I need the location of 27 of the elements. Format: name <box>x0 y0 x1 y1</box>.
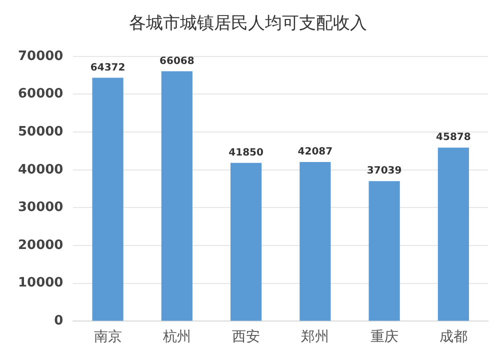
x-tick-label: 成都 <box>439 329 468 346</box>
x-tick-label: 杭州 <box>162 329 191 346</box>
y-tick-label: 20000 <box>18 238 64 253</box>
bar <box>161 71 192 321</box>
data-label: 66068 <box>160 56 194 67</box>
y-tick-label: 40000 <box>18 162 64 178</box>
chart-title: 各城市城镇居民人均可支配收入 <box>129 14 367 34</box>
x-tick-label: 西安 <box>232 329 260 346</box>
bar <box>438 148 469 321</box>
data-label: 42087 <box>298 146 333 158</box>
bar <box>368 181 400 321</box>
data-label: 37039 <box>366 166 402 177</box>
data-label: 45878 <box>436 132 471 144</box>
y-tick-label: 70000 <box>18 48 64 64</box>
y-tick-label: 50000 <box>18 124 64 140</box>
y-tick-label: 10000 <box>18 276 64 291</box>
y-tick-label: 0 <box>54 314 64 329</box>
data-label: 64372 <box>90 62 126 74</box>
x-tick-label: 南京 <box>94 329 122 346</box>
x-tick-label: 重庆 <box>370 329 398 346</box>
y-tick-label: 30000 <box>18 200 64 216</box>
bar <box>92 78 124 321</box>
y-tick-label: 60000 <box>18 86 64 102</box>
bar <box>300 162 331 321</box>
data-label: 41850 <box>228 147 264 158</box>
bar <box>230 162 262 321</box>
x-tick-label: 郑州 <box>301 329 330 346</box>
